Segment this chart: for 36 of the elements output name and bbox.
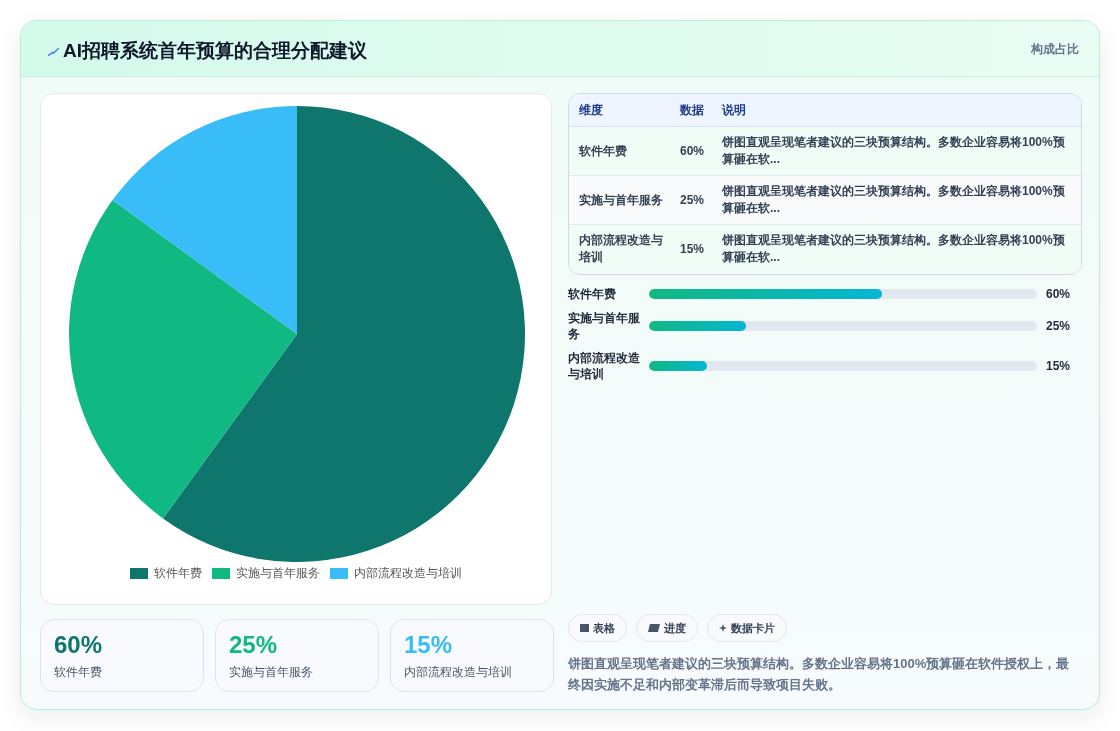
category-label: 实施与首年服务 bbox=[579, 192, 663, 207]
text: 饼图直观呈现笔者建议的三块预算结构。多数企业容易将100%预算砸在软件授权上，最终因实施不足和内部变革滞后而导致项目失败。 bbox=[568, 655, 1071, 694]
text: 说明 bbox=[722, 101, 747, 119]
text: 15% bbox=[680, 242, 705, 256]
text: 数据 bbox=[680, 101, 705, 119]
text: 维度 bbox=[578, 101, 604, 119]
pie-slice bbox=[112, 106, 297, 334]
text: 进度 bbox=[664, 620, 686, 636]
text: 15% bbox=[1046, 359, 1071, 373]
category-label: 内部流程改造与培训 bbox=[579, 233, 663, 264]
category-label: 实施与首年服务 bbox=[229, 665, 313, 679]
slice-label: 软件年费 bbox=[578, 142, 628, 160]
slice-label: 软件年费 bbox=[54, 664, 102, 680]
category-label: 内部流程改造与培训 bbox=[404, 665, 512, 679]
text: 表格 bbox=[593, 620, 615, 636]
legend-label: 软件年费 bbox=[154, 565, 202, 582]
legend-label: 内部流程改造与培训 bbox=[354, 565, 462, 582]
slice-label: 软件年费 bbox=[568, 286, 617, 302]
text: 饼图直观呈现笔者建议的三块预算结构。多数企业容易将100%预算砸在软... bbox=[722, 233, 1065, 264]
text: 饼图直观呈现笔者建议的三块预算结构。多数企业容易将100%预算砸在软... bbox=[722, 184, 1065, 215]
legend-label: 实施与首年服务 bbox=[236, 565, 320, 582]
text: 饼图直观呈现笔者建议的三块预算结构。多数企业容易将100%预算砸在软... bbox=[722, 134, 1066, 168]
category-label: 实施与首年服务 bbox=[568, 311, 640, 341]
text: 构成占比 bbox=[1031, 41, 1079, 57]
text: 数据卡片 bbox=[731, 620, 775, 636]
text: 25% bbox=[1046, 319, 1071, 333]
chart-title: AI招聘系统首年预算的合理分配建议 bbox=[63, 39, 367, 62]
pie-slice bbox=[162, 106, 525, 562]
text: 25% bbox=[680, 193, 705, 207]
text: 60% bbox=[1046, 287, 1071, 301]
text: 60% bbox=[54, 630, 103, 660]
text: 15% bbox=[404, 630, 453, 660]
text: 25% bbox=[229, 630, 278, 660]
text: 60% bbox=[680, 144, 705, 158]
category-label: 内部流程改造与培训 bbox=[568, 351, 640, 381]
pie-slice bbox=[69, 199, 297, 519]
